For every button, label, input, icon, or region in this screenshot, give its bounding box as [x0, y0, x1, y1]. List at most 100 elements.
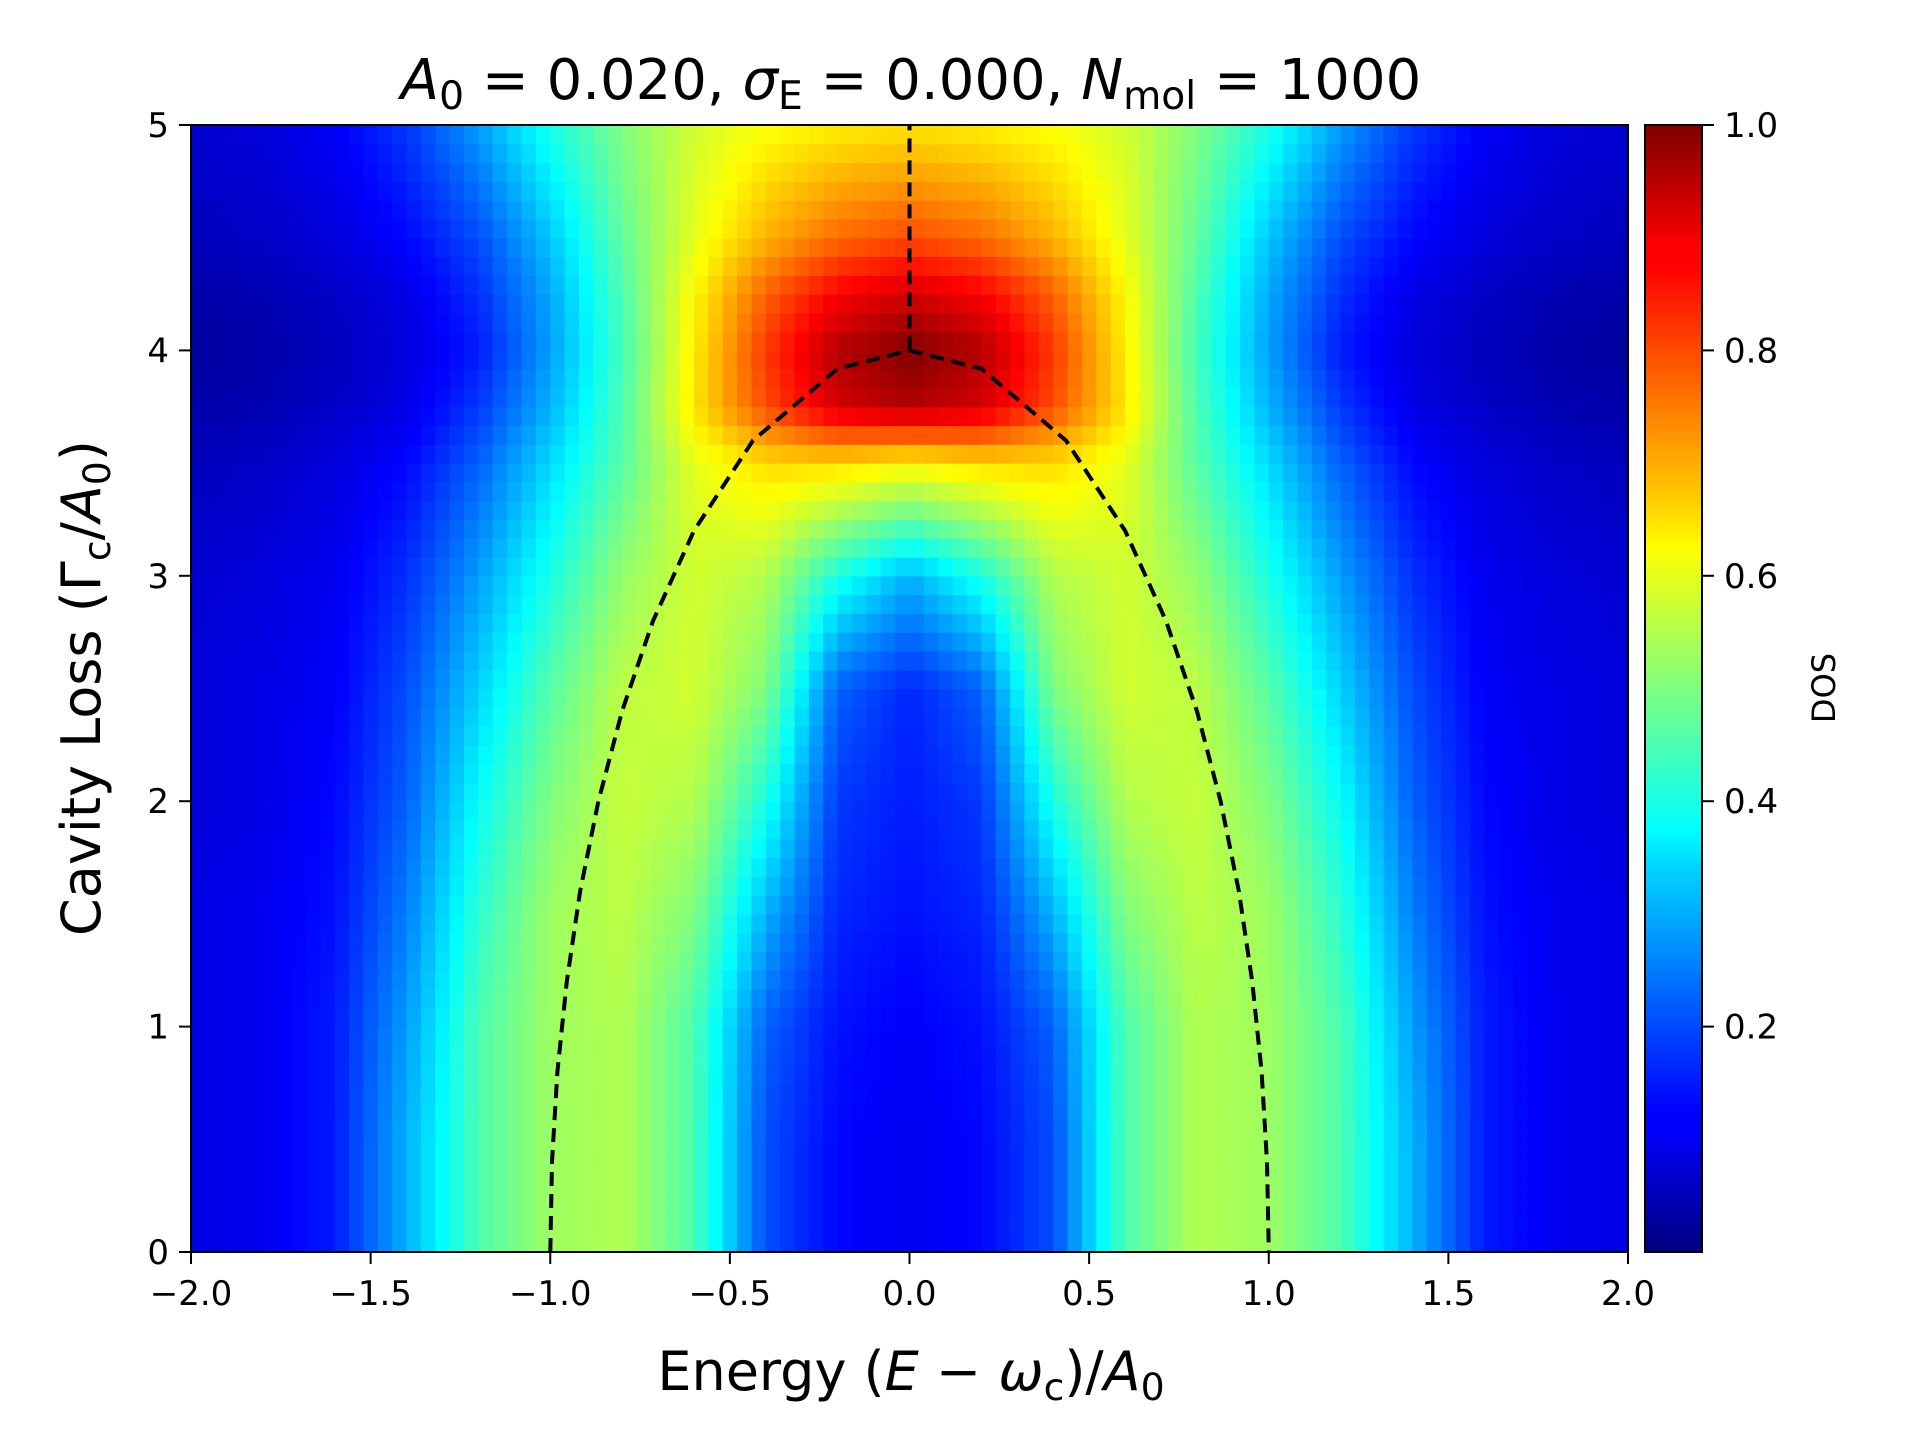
heatmap-cell: [823, 463, 839, 483]
heatmap-cell: [895, 331, 911, 351]
heatmap-cell: [952, 538, 968, 558]
heatmap-cell: [1268, 838, 1284, 859]
heatmap-cell: [1426, 632, 1442, 652]
heatmap-cell: [1369, 669, 1385, 690]
heatmap-cell: [1168, 801, 1184, 821]
heatmap-cell: [1369, 1195, 1385, 1216]
heatmap-cell: [248, 519, 264, 539]
heatmap-cell: [349, 650, 365, 671]
heatmap-cell: [1599, 707, 1615, 727]
heatmap-cell: [923, 895, 939, 915]
heatmap-cell: [665, 444, 681, 464]
heatmap-cell: [464, 575, 479, 596]
heatmap-cell: [1541, 989, 1557, 1009]
heatmap-cell: [564, 632, 580, 652]
heatmap-cell: [1297, 331, 1313, 351]
heatmap-cell: [1211, 726, 1227, 746]
heatmap-cell: [1110, 744, 1126, 765]
heatmap-cell: [679, 463, 695, 483]
heatmap-cell: [995, 932, 1011, 953]
heatmap-cell: [593, 951, 609, 971]
heatmap-cell: [1081, 876, 1097, 896]
heatmap-cell: [1196, 838, 1212, 859]
heatmap-cell: [923, 913, 939, 934]
heatmap-cell: [607, 1233, 623, 1252]
heatmap-cell: [1168, 688, 1184, 708]
heatmap-cell: [1484, 538, 1500, 558]
chart-title: A0 = 0.020, σE = 0.000, Nmol = 1000: [398, 48, 1421, 119]
heatmap-cell: [1139, 650, 1155, 671]
heatmap-cell: [550, 406, 566, 427]
heatmap-cell: [1556, 312, 1572, 333]
heatmap-cell: [1110, 613, 1126, 633]
heatmap-cell: [650, 500, 666, 521]
heatmap-cell: [923, 519, 939, 539]
heatmap-cell: [808, 632, 824, 652]
heatmap-cell: [866, 669, 882, 690]
heatmap-cell: [291, 951, 307, 971]
heatmap-cell: [880, 500, 896, 521]
heatmap-cell: [262, 1158, 278, 1178]
heatmap-cell: [334, 613, 350, 633]
heatmap-cell: [478, 613, 494, 633]
heatmap-cell: [521, 1082, 537, 1103]
heatmap-cell: [277, 650, 293, 671]
heatmap-cell: [1613, 744, 1628, 765]
heatmap-cell: [808, 857, 824, 877]
heatmap-cell: [191, 481, 206, 502]
heatmap-cell: [1570, 801, 1586, 821]
heatmap-cell: [981, 632, 997, 652]
heatmap-cell: [751, 688, 767, 708]
heatmap-cell: [693, 331, 709, 351]
heatmap-cell: [277, 312, 293, 333]
heatmap-cell: [1513, 895, 1529, 915]
heatmap-cell: [751, 387, 767, 408]
heatmap-cell: [277, 406, 293, 427]
heatmap-cell: [1326, 1233, 1342, 1252]
heatmap-cell: [1038, 1045, 1054, 1065]
heatmap-cell: [1096, 1026, 1112, 1046]
heatmap-cell: [349, 613, 365, 633]
heatmap-cell: [1311, 613, 1327, 633]
heatmap-cell: [492, 463, 508, 483]
heatmap-cell: [219, 1214, 235, 1234]
heatmap-cell: [794, 1082, 810, 1103]
heatmap-cell: [1240, 538, 1255, 558]
heatmap-cell: [607, 519, 623, 539]
heatmap-cell: [535, 632, 551, 652]
heatmap-cell: [1340, 1176, 1356, 1197]
heatmap-cell: [1599, 1101, 1615, 1122]
heatmap-cell: [1110, 1139, 1126, 1159]
heatmap-cell: [650, 1045, 666, 1065]
heatmap-cell: [737, 1007, 753, 1028]
heatmap-cell: [1283, 463, 1299, 483]
heatmap-cell: [852, 1233, 867, 1252]
heatmap-cell: [607, 500, 623, 521]
heatmap-cell: [1225, 557, 1241, 577]
heatmap-cell: [1412, 838, 1428, 859]
heatmap-cell: [808, 895, 824, 915]
heatmap-cell: [1225, 726, 1241, 746]
heatmap-cell: [492, 895, 508, 915]
heatmap-cell: [693, 1195, 709, 1216]
heatmap-cell: [363, 1158, 379, 1178]
heatmap-cell: [377, 1007, 393, 1028]
heatmap-cell: [679, 350, 695, 370]
heatmap-cell: [708, 444, 724, 464]
heatmap-cell: [248, 1233, 264, 1252]
heatmap-cell: [665, 726, 681, 746]
heatmap-cell: [1297, 312, 1313, 333]
heatmap-cell: [1340, 444, 1356, 464]
heatmap-cell: [1283, 594, 1299, 614]
heatmap-cell: [679, 594, 695, 614]
heatmap-cell: [665, 1045, 681, 1065]
heatmap-cell: [1139, 801, 1155, 821]
heatmap-cell: [909, 1064, 925, 1084]
heatmap-cell: [550, 650, 566, 671]
heatmap-cell: [1340, 1139, 1356, 1159]
heatmap-cell: [1081, 369, 1097, 389]
heatmap-cell: [737, 425, 753, 445]
heatmap-cell: [349, 1120, 365, 1140]
heatmap-cell: [492, 444, 508, 464]
heatmap-cell: [1153, 913, 1169, 934]
